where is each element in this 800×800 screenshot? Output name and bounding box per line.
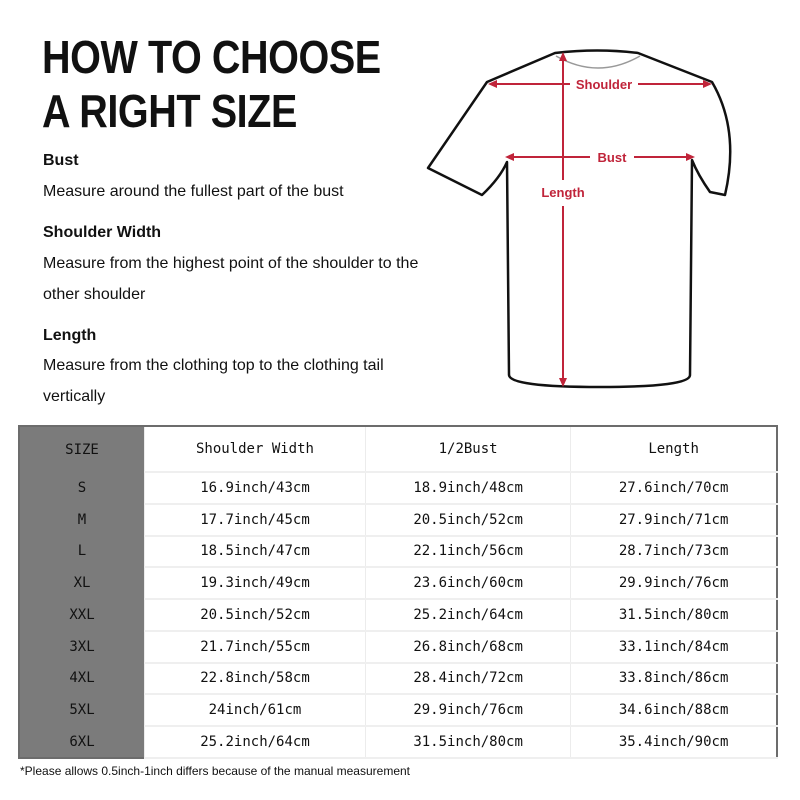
title-line-1: HOW TO CHOOSE (42, 31, 381, 83)
cell-half-bust: 23.6inch/60cm (365, 567, 572, 601)
bust-label: Bust (598, 150, 628, 165)
arrowhead (559, 52, 567, 61)
length-text: Measure from the clothing top to the clo… (43, 357, 384, 405)
cell-length: 33.8inch/86cm (570, 662, 778, 696)
header-size: SIZE (19, 426, 145, 472)
page-title: HOW TO CHOOSE A RIGHT SIZE (42, 30, 381, 138)
cell-half-bust: 29.9inch/76cm (365, 694, 572, 728)
collar (555, 55, 641, 69)
table-row: XL 19.3inch/49cm 23.6inch/60cm 29.9inch/76c… (19, 567, 778, 601)
cell-half-bust: 31.5inch/80cm (365, 726, 572, 759)
arrowhead (703, 80, 712, 88)
table-row: 6XL 25.2inch/64cm 31.5inch/80cm 35.4inch/90… (19, 726, 778, 759)
cell-length: 33.1inch/84cm (570, 630, 778, 664)
arrowhead (686, 153, 695, 161)
cell-shoulder-width: 25.2inch/64cm (144, 726, 366, 759)
cell-shoulder-width: 22.8inch/58cm (144, 662, 366, 696)
bust-text: Measure around the fullest part of the b… (43, 183, 344, 200)
cell-size: XXL (19, 599, 145, 631)
cell-size: M (19, 503, 145, 536)
length-heading: Length (43, 327, 97, 344)
cell-length: 29.9inch/76cm (570, 567, 778, 601)
table-row: XXL 20.5inch/52cm 25.2inch/64cm 31.5inch/80… (19, 599, 778, 632)
title-line-2: A RIGHT SIZE (42, 85, 297, 137)
footnote: *Please allows 0.5inch-1inch differs bec… (20, 764, 410, 778)
shirt-outline (426, 49, 732, 389)
cell-shoulder-width: 20.5inch/52cm (144, 599, 366, 632)
cell-shoulder-width: 24inch/61cm (144, 694, 366, 728)
cell-shoulder-width: 19.3inch/49cm (144, 567, 366, 601)
cell-length: 31.5inch/80cm (570, 599, 778, 632)
cell-size: 3XL (19, 630, 145, 663)
cell-shoulder-width: 18.5inch/47cm (144, 535, 366, 569)
cell-half-bust: 20.5inch/52cm (365, 503, 572, 537)
table-row: M 17.7inch/45cm 20.5inch/52cm 27.9inch/71cm (19, 503, 778, 537)
arrowhead (505, 153, 514, 161)
cell-half-bust: 28.4inch/72cm (365, 662, 572, 696)
length-label: Length (541, 185, 584, 200)
table-row: 5XL 24inch/61cm 29.9inch/76cm 34.6inch/88cm (19, 694, 778, 728)
cell-length: 34.6inch/88cm (570, 694, 778, 728)
cell-length: 35.4inch/90cm (570, 726, 778, 759)
cell-half-bust: 22.1inch/56cm (365, 535, 572, 569)
table-row: 3XL 21.7inch/55cm 26.8inch/68cm 33.1inch/84… (19, 630, 778, 664)
cell-size: 4XL (19, 662, 145, 695)
header-length: Length (570, 426, 778, 473)
arrowhead (559, 378, 567, 387)
cell-size: L (19, 535, 145, 568)
header-shoulder-width: Shoulder Width (144, 426, 366, 473)
cell-half-bust: 25.2inch/64cm (365, 599, 572, 632)
cell-size: 5XL (19, 694, 145, 727)
bust-heading: Bust (43, 152, 79, 169)
cell-shoulder-width: 21.7inch/55cm (144, 630, 366, 664)
shoulder-label: Shoulder (576, 77, 632, 92)
table-row: 4XL 22.8inch/58cm 28.4inch/72cm 33.8inch/86… (19, 662, 778, 696)
cell-size: XL (19, 567, 145, 600)
shoulder-heading: Shoulder Width (43, 224, 162, 241)
size-table: SIZE Shoulder Width 1/2Bust Length S 16.9… (18, 425, 778, 759)
cell-half-bust: 18.9inch/48cm (365, 472, 572, 505)
cell-size: 6XL (19, 726, 145, 758)
shoulder-text: Measure from the highest point of the sh… (43, 255, 419, 303)
cell-length: 28.7inch/73cm (570, 535, 778, 569)
cell-length: 27.9inch/71cm (570, 503, 778, 537)
cell-half-bust: 26.8inch/68cm (365, 630, 572, 664)
tshirt-diagram: Shoulder Bust Length (426, 49, 732, 389)
cell-length: 27.6inch/70cm (570, 472, 778, 505)
cell-shoulder-width: 17.7inch/45cm (144, 503, 366, 537)
table-row: L 18.5inch/47cm 22.1inch/56cm 28.7inch/73cm (19, 535, 778, 569)
arrowhead (488, 80, 497, 88)
cell-shoulder-width: 16.9inch/43cm (144, 472, 366, 505)
cell-size: S (19, 472, 145, 504)
table-row: S 16.9inch/43cm 18.9inch/48cm 27.6inch/70cm (19, 472, 778, 505)
table-header-row: SIZE Shoulder Width 1/2Bust Length (19, 426, 778, 473)
header-half-bust: 1/2Bust (365, 426, 572, 473)
